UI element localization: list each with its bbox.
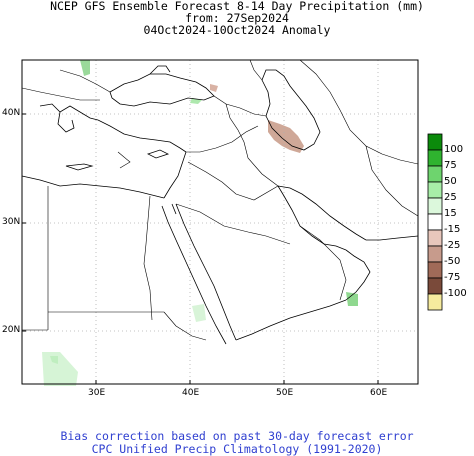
axis-ticks	[22, 113, 379, 384]
lon-label-60e: 60E	[370, 388, 388, 398]
coastlines-and-borders	[21, 59, 419, 345]
colorbar-swatch	[427, 261, 443, 279]
map-title-line2: from: 27Sep2024	[185, 11, 289, 25]
colorbar-label: -15	[444, 224, 461, 235]
wet-anomaly-sudan	[42, 352, 78, 386]
wet-anomaly-balkans	[80, 60, 90, 76]
colorbar-label: -75	[444, 272, 461, 283]
colorbar-swatch	[427, 293, 443, 311]
colorbar-swatch	[427, 165, 443, 183]
footer-bias-note: Bias correction based on past 30-day for…	[60, 429, 414, 443]
lat-label-40n: 40N	[2, 108, 21, 118]
anomaly-shading	[42, 60, 358, 386]
lon-label-40e: 40E	[182, 388, 200, 398]
graticule	[22, 60, 418, 384]
map-title-line3: 04Oct2024-10Oct2024 Anomaly	[143, 23, 331, 37]
colorbar-swatch	[427, 213, 443, 231]
colorbar-swatch	[427, 181, 443, 199]
colorbar-swatch	[427, 149, 443, 167]
colorbar-swatch	[427, 133, 443, 151]
map-frame	[21, 59, 419, 385]
colorbar-swatch	[427, 277, 443, 295]
map-title-line1: NCEP GFS Ensemble Forecast 8-14 Day Prec…	[50, 0, 424, 13]
colorbar-label: 25	[444, 192, 457, 203]
dry-anomaly-iran	[268, 120, 304, 153]
wet-anomaly-yemen-highlands	[192, 304, 206, 322]
wet-anomaly-sudan-core	[50, 356, 58, 364]
wet-anomaly-oman	[346, 292, 358, 306]
footer-climatology-note: CPC Unified Precip Climatology (1991-202…	[91, 442, 383, 456]
colorbar-label: 50	[444, 176, 457, 187]
lat-label-30n: 30N	[2, 217, 21, 227]
colorbar-label: 75	[444, 160, 457, 171]
colorbar-label: -100	[444, 288, 467, 299]
lat-label-20n: 20N	[2, 325, 21, 335]
colorbar-label: -25	[444, 240, 461, 251]
dry-anomaly-caucasus	[210, 84, 218, 92]
colorbar-swatch	[427, 229, 443, 247]
colorbar-label: 100	[444, 144, 464, 155]
colorbar-label: -50	[444, 256, 461, 267]
lon-label-30e: 30E	[88, 388, 106, 398]
lon-label-50e: 50E	[276, 388, 294, 398]
colorbar-label: 15	[444, 208, 457, 219]
colorbar	[427, 133, 443, 311]
colorbar-swatch	[427, 245, 443, 263]
colorbar-swatch	[427, 197, 443, 215]
